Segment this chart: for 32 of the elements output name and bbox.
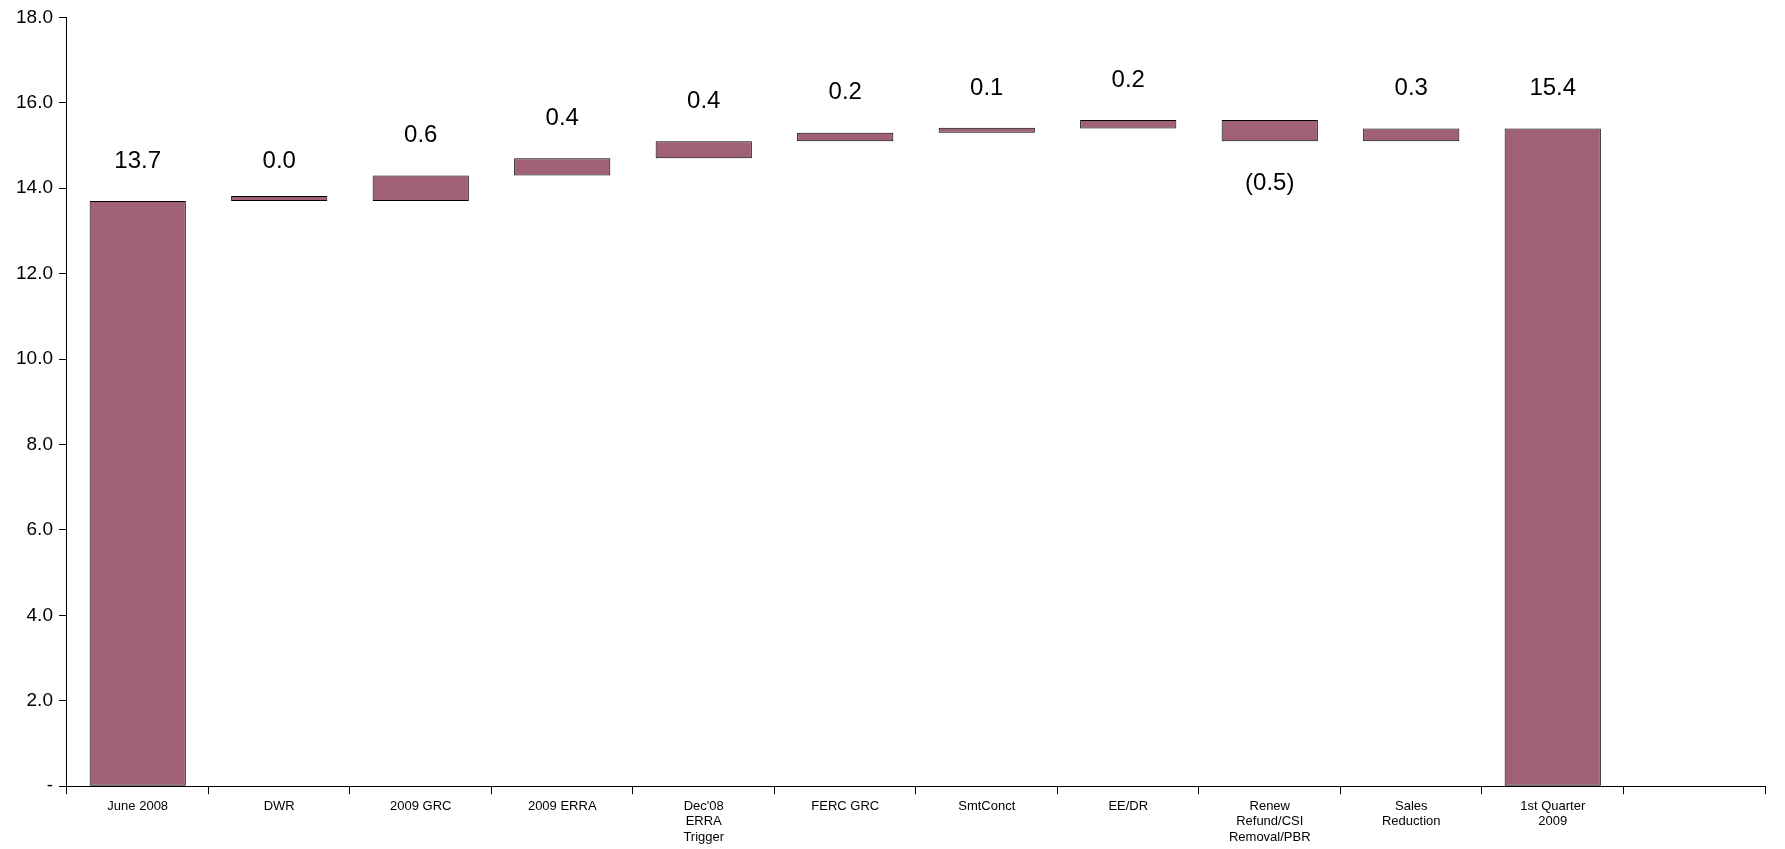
data-label: 0.6 <box>404 120 438 148</box>
y-tick-label: 8.0 <box>26 432 53 454</box>
data-label: 0.3 <box>1394 73 1428 101</box>
x-tick-label: Renew Refund/CSI Removal/PBR <box>1228 797 1311 844</box>
x-tick-label: June 2008 <box>107 797 169 813</box>
x-tick-label: 1st Quarter 2009 <box>1520 797 1586 829</box>
x-tick-label: EE/DR <box>1108 797 1149 813</box>
data-label: 0.0 <box>262 145 296 173</box>
x-tick-label: 2009 ERRA <box>527 797 597 813</box>
y-tick-label: 18.0 <box>16 5 53 27</box>
y-tick-label: 14.0 <box>16 176 53 198</box>
data-label: 0.4 <box>687 85 721 113</box>
data-label: 0.2 <box>828 77 862 105</box>
x-tick-label: 2009 GRC <box>390 797 452 813</box>
y-tick-label: 16.0 <box>16 91 53 113</box>
data-label: 0.1 <box>970 73 1004 101</box>
x-tick-label: SmtConct <box>958 797 1016 813</box>
y-tick-label: - <box>46 774 53 796</box>
y-tick-label: 4.0 <box>26 603 53 625</box>
data-label: 0.4 <box>545 102 579 130</box>
x-tick-label: Sales Reduction <box>1381 797 1441 829</box>
y-tick-label: 2.0 <box>26 689 53 711</box>
data-label: (0.5) <box>1245 167 1295 195</box>
y-tick-label: 12.0 <box>16 261 53 283</box>
data-label: 13.7 <box>114 145 162 173</box>
y-tick-label: 6.0 <box>26 518 53 540</box>
data-label: 15.4 <box>1529 73 1577 101</box>
x-tick-label: DWR <box>263 797 295 813</box>
y-tick-label: 10.0 <box>16 347 53 369</box>
data-label: 0.2 <box>1111 64 1145 92</box>
x-tick-label: FERC GRC <box>811 797 880 813</box>
x-tick-label: Dec'08 ERRA Trigger <box>683 797 725 844</box>
